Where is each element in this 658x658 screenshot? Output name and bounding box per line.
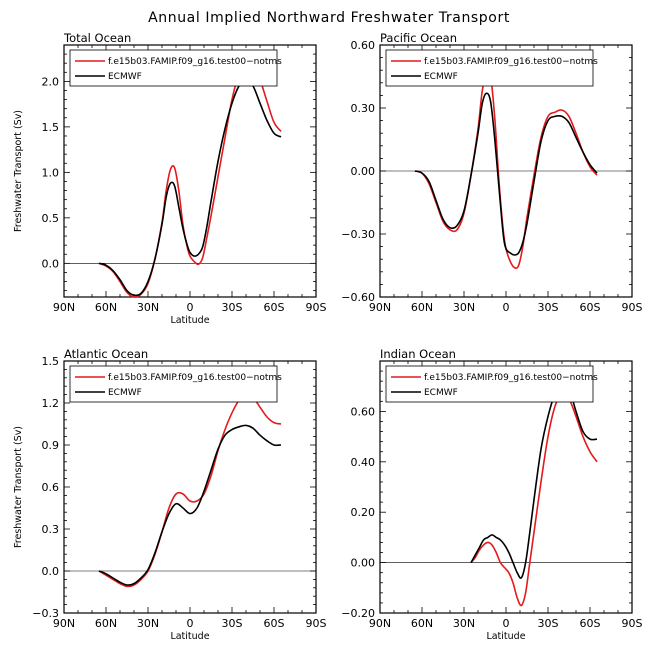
y-tick-label: 2.0 xyxy=(42,75,60,88)
x-tick-label: 30N xyxy=(453,617,475,630)
x-tick-label: 90S xyxy=(622,301,643,314)
panel-title: Indian Ocean xyxy=(380,347,456,361)
y-tick-label: 0.5 xyxy=(42,212,60,225)
legend-label: f.e15b03.FAMIP.f09_g16.test00−notms xyxy=(424,57,598,67)
legend-label: ECMWF xyxy=(424,72,458,82)
x-axis-label: Latitude xyxy=(170,631,209,642)
y-tick-label: 0.00 xyxy=(351,557,376,570)
legend-label: f.e15b03.FAMIP.f09_g16.test00−notms xyxy=(108,373,282,383)
x-tick-label: 60N xyxy=(95,301,117,314)
y-tick-label: 0.0 xyxy=(42,257,60,270)
chart-panel: 90N 60N 30N 0 30S 60S 90S −0.20 0.00 0.20 0.40 0.60… xyxy=(341,347,642,642)
legend-box xyxy=(69,365,278,403)
y-tick-label: 0.60 xyxy=(351,39,376,52)
x-tick-label: 0 xyxy=(187,617,194,630)
y-tick-label: 0.00 xyxy=(351,165,376,178)
legend-label: f.e15b03.FAMIP.f09_g16.test00−notms xyxy=(424,373,598,383)
x-tick-label: 30N xyxy=(137,301,159,314)
x-tick-label: 90S xyxy=(306,617,327,630)
series-line-ecmwf xyxy=(470,382,598,579)
x-tick-label: 90N xyxy=(53,301,75,314)
legend-box xyxy=(69,49,278,87)
x-tick-label: 60S xyxy=(264,301,285,314)
y-tick-label: −0.30 xyxy=(341,228,375,241)
y-tick-label: 0.3 xyxy=(42,523,60,536)
x-tick-label: 60S xyxy=(264,617,285,630)
series-line-ecmwf xyxy=(98,424,282,586)
legend-box xyxy=(385,49,594,87)
y-axis-label: Freshwater Transport (Sv) xyxy=(13,110,24,232)
legend-box xyxy=(385,365,594,403)
legend-label: ECMWF xyxy=(108,72,142,82)
panel-title: Pacific Ocean xyxy=(380,31,457,45)
legend-label: ECMWF xyxy=(108,388,142,398)
chart-panel: 90N 60N 30N 0 30S 60S 90S 0.0 0.5 1.0 1.5 2.0 Total … xyxy=(13,31,327,326)
x-tick-label: 90N xyxy=(53,617,75,630)
y-axis-label: Freshwater Transport (Sv) xyxy=(13,426,24,548)
chart-panel: 90N 60N 30N 0 30S 60S 90S −0.3 0.0 0.3 0.6 0.9 1.2 1.… xyxy=(13,347,327,642)
x-tick-label: 0 xyxy=(503,301,510,314)
x-tick-label: 60N xyxy=(411,617,433,630)
y-tick-label: 0.60 xyxy=(351,405,376,418)
x-tick-label: 30S xyxy=(538,301,559,314)
y-tick-label: 1.2 xyxy=(42,397,60,410)
x-tick-label: 30S xyxy=(222,617,243,630)
chart-panel: 90N 60N 30N 0 30S 60S 90S −0.60 −0.30 0.00 0.30 0.6… xyxy=(341,31,642,314)
main-title: Annual Implied Northward Freshwater Tran… xyxy=(148,10,510,26)
x-tick-label: 30N xyxy=(453,301,475,314)
series-line-ecmwf xyxy=(414,92,598,256)
y-tick-label: 1.5 xyxy=(42,121,60,134)
x-tick-label: 60S xyxy=(580,617,601,630)
x-tick-label: 60S xyxy=(580,301,601,314)
legend-label: ECMWF xyxy=(424,388,458,398)
x-tick-label: 90N xyxy=(369,301,391,314)
x-tick-label: 0 xyxy=(503,617,510,630)
panel-title: Total Ocean xyxy=(63,31,131,45)
x-tick-label: 30S xyxy=(222,301,243,314)
y-tick-label: 0.9 xyxy=(42,439,60,452)
series-line-model xyxy=(98,393,282,588)
series-line-model xyxy=(98,61,282,298)
y-tick-label: 1.5 xyxy=(42,355,60,368)
x-tick-label: 30N xyxy=(137,617,159,630)
series-line-model xyxy=(414,70,598,269)
x-tick-label: 90S xyxy=(306,301,327,314)
y-tick-label: −0.60 xyxy=(341,291,375,304)
y-tick-label: 0.20 xyxy=(351,506,376,519)
y-tick-label: 0.30 xyxy=(351,102,376,115)
panel-title: Atlantic Ocean xyxy=(64,347,148,361)
x-tick-label: 90S xyxy=(622,617,643,630)
x-tick-label: 0 xyxy=(187,301,194,314)
x-tick-label: 60N xyxy=(411,301,433,314)
y-tick-label: 0.6 xyxy=(42,481,60,494)
x-tick-label: 90N xyxy=(369,617,391,630)
y-tick-label: 0.40 xyxy=(351,456,376,469)
x-tick-label: 60N xyxy=(95,617,117,630)
legend-label: f.e15b03.FAMIP.f09_g16.test00−notms xyxy=(108,57,282,67)
y-tick-label: 1.0 xyxy=(42,166,60,179)
y-tick-label: −0.20 xyxy=(341,607,375,620)
y-tick-label: 0.0 xyxy=(42,565,60,578)
x-tick-label: 30S xyxy=(538,617,559,630)
x-axis-label: Latitude xyxy=(170,315,209,326)
x-axis-label: Latitude xyxy=(486,631,525,642)
y-tick-label: −0.3 xyxy=(32,607,59,620)
